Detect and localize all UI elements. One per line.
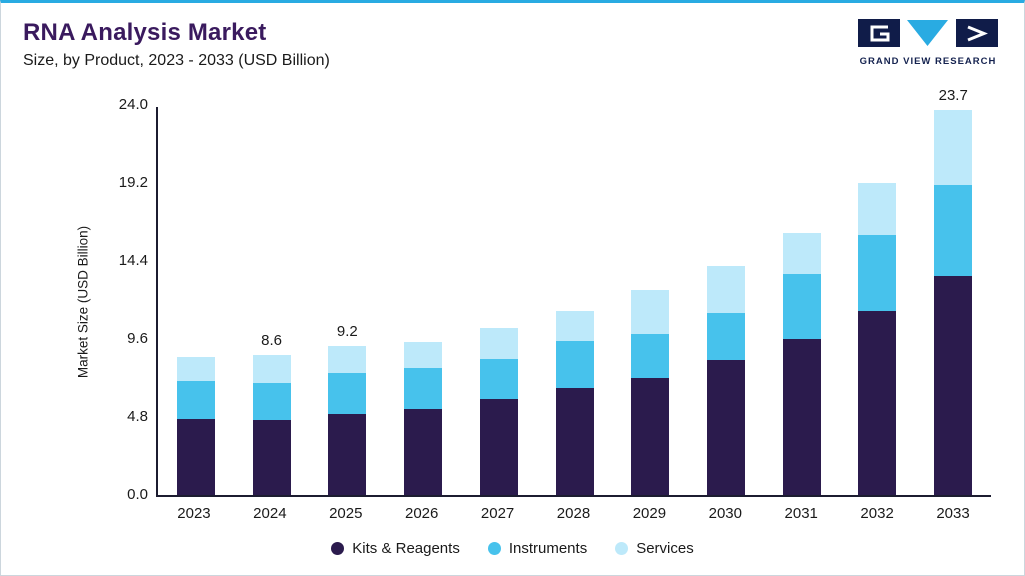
bar-group-2026 [385,107,461,495]
bar-segment-services [479,327,518,359]
y-axis-title: Market Size (USD Billion) [75,225,91,379]
bar-segment-instruments [176,381,215,419]
legend-dot-icon [331,542,345,555]
y-tick-label: 9.6 [127,330,148,347]
y-tick-label: 19.2 [118,174,148,191]
y-tick-label: 24.0 [118,96,148,113]
stacked-bar [479,327,518,495]
bar-segment-instruments [404,368,443,409]
bar-segment-services [404,342,443,369]
stacked-bar [707,265,745,495]
bar-segment-instruments [858,235,897,312]
bar-segment-kits-reagents [858,311,897,495]
bar-group-2025: 9.2 [309,107,385,495]
bar-segment-instruments [631,334,670,378]
bar-segment-instruments [707,313,745,361]
legend-item-services: Services [615,540,694,557]
titles: RNA Analysis Market Size, by Product, 20… [23,19,330,70]
bar-segment-kits-reagents [252,420,291,495]
legend: Kits & Reagents Instruments Services [1,540,1024,557]
bar-group-2032 [840,107,916,495]
bar-group-2023 [158,107,234,495]
bar-segment-instruments [479,358,518,400]
stacked-bar [252,355,291,495]
bar-segment-kits-reagents [707,360,745,495]
bar-segment-instruments [252,382,291,421]
page-title: RNA Analysis Market [23,19,267,46]
x-tick-label: 2031 [784,505,818,522]
x-tick-label: 2030 [708,505,742,522]
total-data-label: 8.6 [261,332,283,350]
x-tick-label: 2033 [936,505,970,522]
bar-group-2030 [688,107,764,495]
legend-label: Services [636,540,694,557]
stacked-bar [631,290,670,495]
bar-segment-kits-reagents [555,387,594,495]
bar-segment-instruments [782,274,821,339]
header: RNA Analysis Market Size, by Product, 20… [23,19,1002,70]
x-tick-label: 2028 [556,505,591,522]
bar-segment-services [707,265,745,313]
bar-segment-services [631,290,670,335]
bar-segment-kits-reagents [176,418,215,495]
bar-segment-services [252,355,291,383]
grand-view-research-logo: GRAND VIEW RESEARCH [854,19,1002,67]
bar-group-2033: 23.7 [915,87,991,495]
bar-segment-services [555,311,594,341]
total-data-label: 9.2 [336,322,358,340]
bar-segment-services [176,356,215,382]
y-tick-label: 4.8 [127,408,148,425]
bar-segment-kits-reagents [404,408,443,495]
legend-label: Kits & Reagents [352,540,460,557]
logo-marks-icon [858,19,998,47]
bar-segment-services [934,109,973,185]
bar-group-2031 [764,107,840,495]
legend-item-kits-reagents: Kits & Reagents [331,540,460,557]
stacked-bar [176,356,215,495]
stacked-bar [404,342,443,495]
stacked-bar [782,233,821,495]
bar-segment-instruments [555,340,594,388]
page-subtitle: Size, by Product, 2023 - 2033 (USD Billi… [23,52,330,69]
x-tick-label: 2026 [404,505,439,522]
x-tick-label: 2023 [177,505,211,522]
bar-segment-services [328,345,367,374]
bar-group-2028 [537,107,613,495]
x-tick-label: 2032 [860,505,894,522]
bar-segment-kits-reagents [328,413,367,495]
bar-segment-services [858,183,897,235]
stacked-bar [934,109,973,495]
bar-segment-instruments [934,184,973,276]
bars: 8.6 9.2 23.7 [158,87,991,495]
legend-item-instruments: Instruments [487,540,588,557]
y-tick-label: 0.0 [127,486,148,503]
x-axis-labels: 2023 2024 2025 2026 2027 2028 2029 2030 2031 2032… [156,505,991,522]
bar-segment-instruments [328,373,367,414]
bar-group-2024: 8.6 [234,107,310,495]
x-tick-label: 2025 [329,505,363,522]
bar-group-2029 [612,107,688,495]
bar-segment-kits-reagents [782,339,821,495]
bar-group-2027 [461,107,537,495]
plot-area: 0.0 4.8 9.6 14.4 19.2 24.0 8.6 9.2 23.7 [119,87,991,503]
bar-segment-kits-reagents [631,378,670,495]
legend-dot-icon [487,542,501,555]
legend-label: Instruments [508,540,588,557]
stacked-bar [555,311,594,495]
x-tick-label: 2027 [480,505,515,522]
bar-segment-services [782,233,821,274]
stacked-bar [328,345,367,495]
bar-segment-kits-reagents [479,399,518,495]
stacked-bar [858,183,897,495]
y-tick-label: 14.4 [118,252,148,269]
logo-text: GRAND VIEW RESEARCH [859,56,997,67]
legend-dot-icon [615,542,629,555]
bar-segment-kits-reagents [934,275,973,495]
x-tick-label: 2024 [253,505,287,522]
x-tick-label: 2029 [632,505,667,522]
total-data-label: 23.7 [938,86,968,104]
